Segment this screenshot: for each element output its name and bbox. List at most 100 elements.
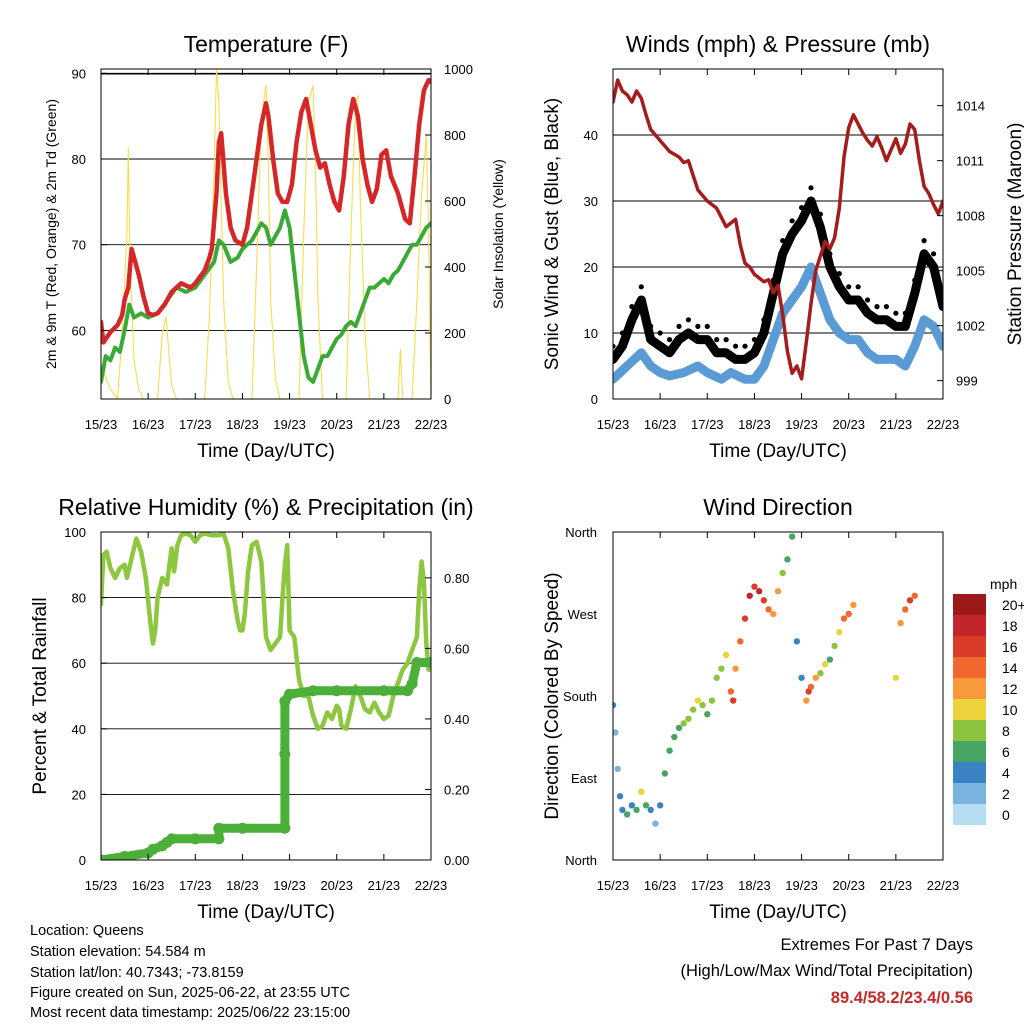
- y-tick-label: 80: [72, 152, 86, 167]
- y-tick-label: 10: [584, 326, 598, 341]
- direction-point: [623, 811, 631, 818]
- direction-point: [897, 619, 904, 627]
- direction-point: [652, 820, 659, 827]
- gust-point: [666, 337, 673, 343]
- y2-tick-label: 1002: [956, 319, 985, 334]
- direction-point: [680, 720, 687, 727]
- direction-point: [788, 533, 796, 540]
- gust-point: [704, 323, 710, 329]
- gust-point: [761, 317, 767, 323]
- x-tick-label: 18/23: [226, 878, 259, 893]
- winds-pressure-panel: 15/23 16/23 17/23 18/23 19/23 20/23 21/23 22/23…: [542, 31, 1024, 462]
- latest-text: Most recent data timestamp: 2025/06/22 2…: [30, 1005, 351, 1021]
- legend-label: 20+: [1002, 597, 1024, 613]
- legend-swatch: [953, 762, 986, 783]
- y-tick-label: 70: [72, 238, 86, 253]
- gust-point: [864, 297, 871, 303]
- gust-point: [638, 284, 644, 290]
- x-tick-label: 20/23: [832, 878, 865, 893]
- y-tick-label: 100: [64, 525, 86, 540]
- legend-swatch: [953, 741, 986, 762]
- y-tick-label: 60: [72, 323, 86, 338]
- gust-point: [808, 185, 814, 191]
- wind-direction-panel: 15/23 16/23 17/23 18/23 19/23 20/23 21/23 22/23…: [542, 494, 959, 923]
- y-tick-label: 60: [72, 656, 86, 671]
- extremes-title: Extremes For Past 7 Days: [780, 936, 973, 954]
- x-axis-label: Time (Day/UTC): [197, 902, 335, 923]
- direction-point: [831, 642, 838, 650]
- direction-point: [732, 665, 739, 672]
- precip-point: [406, 678, 418, 690]
- gust-point: [695, 323, 701, 329]
- extremes-subtitle: (High/Low/Max Wind/Total Precipitation): [680, 962, 973, 980]
- gust-point: [855, 284, 861, 290]
- y-axis-label: Direction (Colored By Speed): [542, 572, 563, 819]
- precip-point: [236, 822, 248, 834]
- direction-point: [642, 802, 650, 809]
- y2-tick-label: 0.60: [444, 641, 469, 656]
- x-tick-label: 22/23: [415, 417, 448, 432]
- direction-point: [713, 674, 720, 681]
- direction-point: [737, 638, 744, 645]
- y-tick-label: 80: [72, 591, 86, 606]
- x-tick-label: 18/23: [738, 417, 771, 432]
- x-tick-label: 16/23: [644, 417, 677, 432]
- legend-label: 10: [1002, 702, 1018, 718]
- gust-point: [789, 218, 795, 224]
- x-tick-label: 15/23: [597, 878, 630, 893]
- x-tick-label: 17/23: [179, 878, 212, 893]
- pressure-line: [613, 78, 943, 381]
- y2-tick-label: 1014: [956, 99, 985, 114]
- direction-point: [803, 697, 810, 704]
- gust-point: [723, 337, 729, 343]
- latlon-text: Station lat/lon: 40.7343; -73.8159: [30, 965, 244, 981]
- y2-tick-label: 800: [444, 128, 466, 143]
- legend-swatch: [953, 783, 986, 804]
- y2-axis-label: Station Pressure (Maroon): [1005, 123, 1024, 346]
- direction-point: [817, 670, 824, 677]
- legend-swatch: [953, 699, 986, 720]
- y-tick-label: 0: [591, 392, 598, 407]
- y-axis-label: 2m & 9m T (Red, Orange) & 2m Td (Green): [43, 99, 59, 369]
- y2-tick-label: 0.00: [444, 853, 469, 868]
- gust-point: [883, 304, 890, 310]
- direction-point: [708, 697, 716, 704]
- gust-point: [770, 277, 776, 283]
- y2-tick-label: 1000: [444, 62, 473, 77]
- precip-point: [213, 822, 225, 834]
- direction-point: [685, 715, 692, 722]
- gust-point: [714, 337, 720, 343]
- direction-point: [760, 597, 768, 604]
- y-tick-label: 30: [584, 194, 598, 209]
- x-tick-label: 22/23: [927, 417, 960, 432]
- chart-title: Wind Direction: [703, 494, 853, 520]
- direction-point: [614, 765, 621, 773]
- legend-swatch: [953, 657, 986, 678]
- precip-point: [307, 685, 319, 697]
- gust-point: [930, 251, 937, 257]
- y2-axis-label: Solar Insolation (Yellow): [490, 159, 506, 309]
- gust-point: [902, 310, 908, 316]
- x-tick-label: 19/23: [273, 417, 306, 432]
- y-axis-label: Sonic Wind & Gust (Blue, Black): [542, 98, 563, 370]
- direction-point: [770, 610, 777, 618]
- humidity-line: [101, 532, 431, 732]
- x-tick-label: 19/23: [785, 878, 818, 893]
- direction-point: [779, 569, 786, 577]
- precip-point: [147, 843, 159, 855]
- precip-point: [378, 685, 390, 697]
- direction-point: [850, 601, 857, 609]
- x-tick-label: 15/23: [597, 417, 630, 432]
- gust-point: [912, 277, 918, 283]
- gust-point: [846, 284, 852, 290]
- y-tick-label: 90: [72, 66, 86, 81]
- gust-point: [874, 304, 880, 310]
- x-tick-label: 16/23: [132, 878, 165, 893]
- gust-point: [827, 251, 833, 257]
- direction-point: [718, 665, 725, 672]
- direction-point: [836, 629, 843, 636]
- legend-label: 18: [1002, 618, 1018, 634]
- x-tick-label: 20/23: [320, 417, 353, 432]
- precip-point: [279, 748, 291, 760]
- x-tick-label: 19/23: [785, 417, 818, 432]
